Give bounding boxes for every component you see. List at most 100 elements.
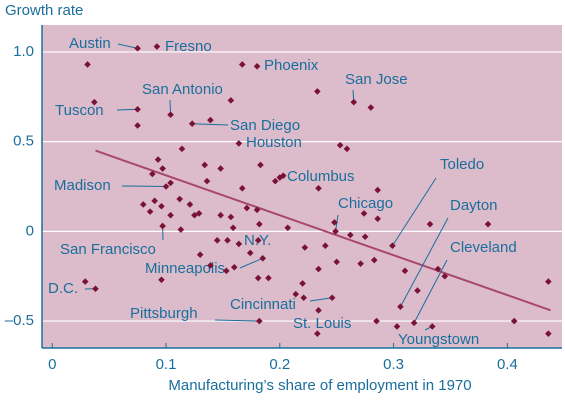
label-leader — [399, 217, 449, 307]
label-leader — [116, 108, 138, 111]
point — [201, 161, 209, 169]
point — [357, 260, 364, 267]
y-tick-label: –0.5 — [5, 312, 34, 329]
point — [333, 258, 341, 266]
point — [336, 141, 344, 149]
point — [167, 211, 174, 219]
point — [246, 249, 254, 257]
point-label: San Jose — [345, 71, 408, 88]
point — [158, 276, 165, 284]
point — [253, 62, 261, 70]
point — [151, 197, 158, 205]
point — [257, 161, 264, 169]
point — [510, 317, 518, 325]
point — [373, 317, 380, 325]
point-label: Columbus — [287, 168, 355, 185]
point — [374, 215, 381, 223]
point — [177, 226, 185, 233]
point — [159, 222, 166, 230]
point — [188, 120, 196, 127]
point — [154, 156, 162, 163]
point — [223, 267, 230, 275]
y-tick-label: 1.0 — [13, 43, 34, 60]
point — [229, 224, 237, 232]
point — [347, 231, 354, 239]
point-label: Houston — [246, 134, 302, 151]
point-label: St. Louis — [293, 315, 351, 332]
point — [361, 233, 369, 241]
point-label: Cleveland — [450, 239, 517, 256]
point — [235, 240, 243, 248]
point — [265, 274, 272, 282]
point — [331, 219, 338, 226]
point — [393, 323, 401, 330]
point — [389, 242, 396, 250]
point — [227, 213, 235, 221]
point — [367, 104, 375, 111]
point — [238, 61, 246, 68]
point — [545, 330, 552, 337]
point — [279, 172, 287, 180]
y-tick-label: 0 — [26, 222, 34, 239]
point — [441, 272, 449, 280]
point — [350, 98, 358, 106]
label-leader — [121, 185, 167, 187]
label-leader — [413, 259, 448, 324]
point — [159, 165, 166, 172]
point — [213, 237, 221, 244]
point — [84, 61, 91, 68]
point — [92, 285, 99, 293]
point — [332, 228, 339, 235]
point — [315, 307, 322, 314]
point-label: N.Y. — [244, 232, 271, 249]
point — [207, 116, 214, 124]
point — [91, 98, 98, 106]
point-label: Minneapolis — [145, 260, 225, 277]
label-leader — [192, 123, 229, 126]
point — [256, 220, 263, 228]
point — [259, 254, 267, 262]
point — [315, 184, 322, 192]
label-leader — [309, 297, 333, 302]
point-label: San Francisco — [60, 241, 156, 258]
point — [428, 323, 436, 330]
point — [227, 97, 235, 104]
point — [256, 317, 263, 325]
point — [360, 210, 368, 217]
point-label: Austin — [69, 35, 111, 52]
point-label: Cincinnati — [230, 296, 296, 313]
label-leader — [117, 43, 138, 49]
point-label: Madison — [54, 177, 111, 194]
point-label: Phoenix — [264, 57, 319, 74]
point — [224, 237, 231, 244]
point — [271, 177, 279, 185]
point — [322, 242, 329, 250]
point — [81, 278, 89, 285]
point — [162, 183, 170, 190]
point — [410, 319, 418, 327]
chart-title: Growth rate — [5, 2, 83, 19]
point — [328, 294, 336, 302]
label-leader — [214, 319, 260, 322]
point — [314, 330, 321, 337]
point — [235, 140, 243, 147]
point — [374, 186, 381, 194]
point — [299, 280, 306, 287]
trend-line — [95, 149, 551, 312]
point — [343, 145, 351, 153]
x-tick-label: 0.4 — [497, 356, 518, 373]
label-leader — [239, 257, 263, 269]
point-label: Tuscon — [55, 102, 104, 119]
point — [545, 278, 552, 285]
point — [238, 184, 246, 192]
point — [167, 179, 174, 187]
point — [254, 274, 262, 282]
x-tick-label: 0 — [48, 356, 56, 373]
point — [217, 211, 224, 219]
point — [230, 263, 238, 271]
point — [253, 206, 261, 214]
point — [292, 290, 300, 298]
point — [134, 45, 141, 52]
point — [401, 267, 409, 275]
point-label: San Antonio — [142, 81, 223, 98]
